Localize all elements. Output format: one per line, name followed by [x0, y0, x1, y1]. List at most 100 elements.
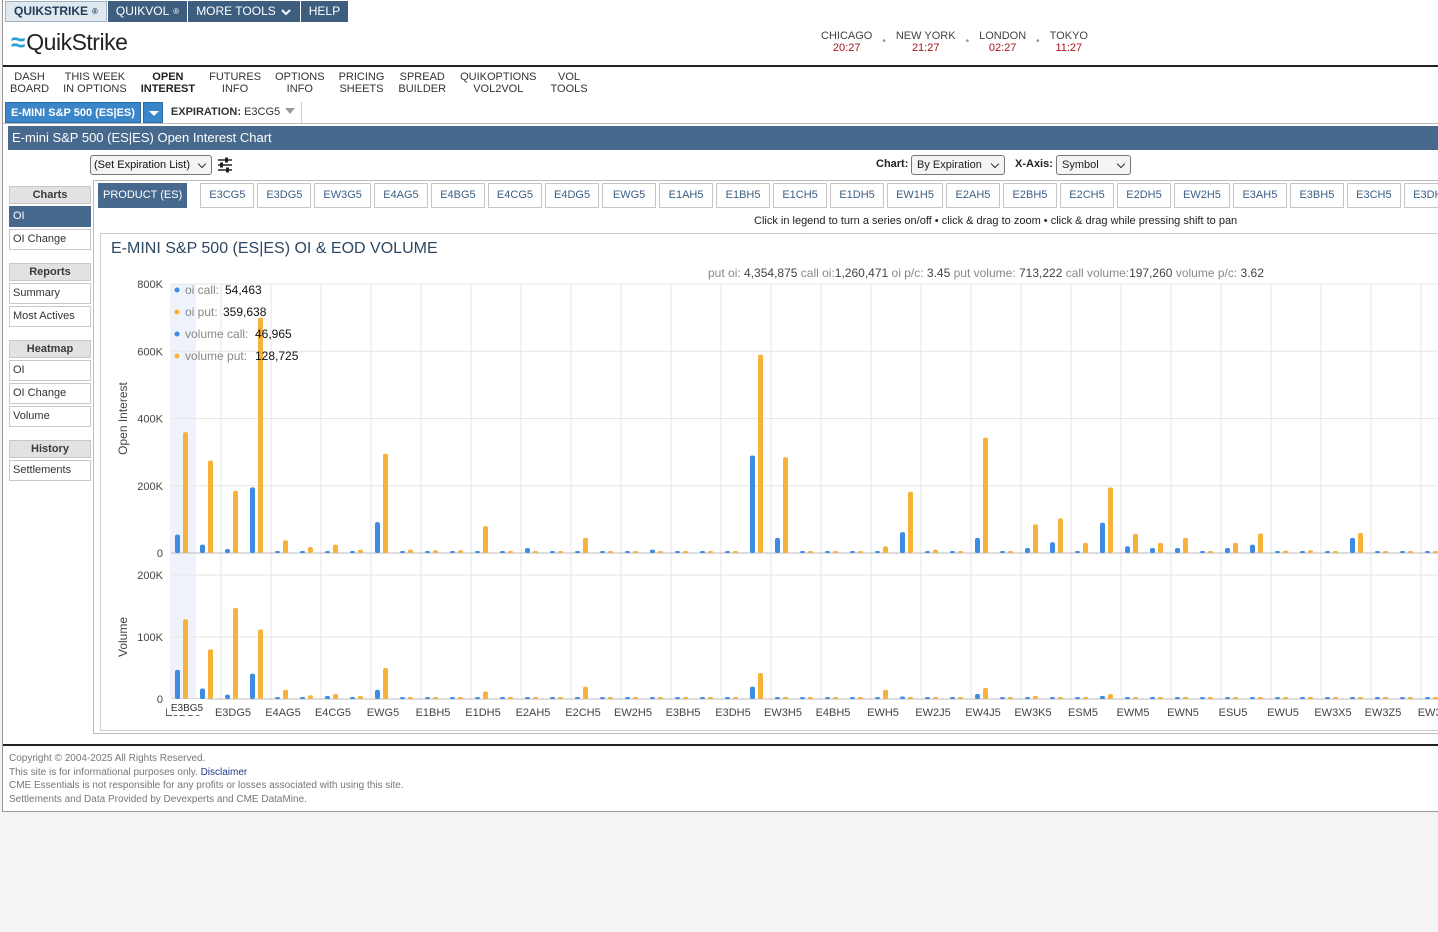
bar-volume-call-E2U5[interactable]	[1375, 697, 1380, 699]
bar-volume-call-EW2H5[interactable]	[625, 697, 630, 699]
bar-volume-put-E1CH5[interactable]	[458, 697, 463, 699]
bar-oi-call-E4CH5[interactable]	[825, 551, 830, 553]
bar-volume-call-EW4J5[interactable]	[1050, 697, 1055, 699]
bar-volume-put-E1DH5[interactable]	[483, 691, 488, 699]
tab-e3cg5[interactable]: E3CG5	[200, 183, 255, 208]
bar-oi-put-E3BH5[interactable]	[683, 551, 688, 553]
bar-volume-call-EWH5[interactable]	[875, 697, 880, 699]
bar-volume-put-E4J5[interactable]	[1033, 695, 1038, 699]
sidebar-item-oi[interactable]: OI	[9, 206, 91, 227]
bar-oi-call-E4AG5[interactable]	[275, 551, 280, 553]
bar-oi-call-E3AH5[interactable]	[650, 549, 655, 553]
sidebar-item-heatmap-oi-change[interactable]: OI Change	[9, 383, 91, 404]
bar-volume-put-EWH5[interactable]	[883, 689, 888, 699]
bar-oi-put-E2BH5[interactable]	[558, 551, 563, 553]
bar-oi-put-E4AH5[interactable]	[783, 457, 788, 553]
tab-ew3g5[interactable]: EW3G5	[314, 183, 371, 208]
bar-volume-call-EW3K5[interactable]	[1100, 695, 1105, 699]
bar-oi-call-E1K5[interactable]	[1075, 551, 1080, 553]
bar-volume-call-E4AG5[interactable]	[275, 697, 280, 699]
bar-oi-put-E3CH5[interactable]	[708, 551, 713, 553]
bar-volume-put-EW4J5[interactable]	[1058, 697, 1063, 699]
bar-volume-put-E3DH5[interactable]	[733, 697, 738, 699]
tab-e3ch5[interactable]: E3CH5	[1346, 183, 1401, 208]
tab-e2ch5[interactable]: E2CH5	[1059, 183, 1114, 208]
sidebar-item-heatmap-oi[interactable]: OI	[9, 360, 91, 381]
topnav-quikvol[interactable]: QUIKVOL ®	[107, 1, 188, 22]
bar-oi-call-E3BG5[interactable]	[175, 534, 180, 553]
bar-oi-call-ESU5[interactable]	[1350, 537, 1355, 553]
bar-oi-put-E3J5[interactable]	[1008, 551, 1013, 553]
bar-volume-call-E2AH5[interactable]	[525, 697, 530, 699]
bar-oi-call-EWG5[interactable]	[375, 522, 380, 553]
tab-e4bg5[interactable]: E4BG5	[430, 183, 485, 208]
bar-volume-put-E2U5[interactable]	[1383, 697, 1388, 699]
bar-volume-call-E3DG5[interactable]	[225, 694, 230, 699]
bar-oi-put-EW4J5[interactable]	[1058, 518, 1063, 553]
bar-oi-call-E1CJ5[interactable]	[950, 551, 955, 553]
bar-volume-put-E3DG5[interactable]	[233, 607, 238, 699]
bar-volume-call-E4AH5[interactable]	[775, 697, 780, 699]
bar-oi-call-E1U5[interactable]	[1325, 551, 1330, 553]
nav-pricing-sheets[interactable]: PRICING SHEETS	[338, 71, 385, 95]
topnav-quikstrike[interactable]: QUIKSTRIKE ®	[5, 1, 107, 22]
bar-oi-put-EW1H5[interactable]	[508, 551, 513, 553]
bar-oi-call-E1M5[interactable]	[1200, 551, 1205, 553]
bar-volume-call-E1U5[interactable]	[1325, 697, 1330, 699]
bar-oi-call-E1AH5[interactable]	[400, 551, 405, 553]
tab-e1bh5[interactable]: E1BH5	[716, 183, 771, 208]
bar-volume-call-ESM5[interactable]	[1175, 697, 1180, 699]
bar-volume-call-E2K5[interactable]	[1125, 697, 1130, 699]
bar-volume-put-EWN5[interactable]	[1308, 697, 1313, 699]
bar-volume-call-E3CG5[interactable]	[200, 688, 205, 699]
bar-oi-put-E3CG5[interactable]	[208, 460, 213, 553]
bar-oi-put-E1X5[interactable]	[1433, 551, 1438, 553]
bar-oi-call-E2U5[interactable]	[1375, 551, 1380, 553]
tab-ewg5[interactable]: EWG5	[602, 183, 657, 208]
bar-oi-put-E2DH5[interactable]	[608, 551, 613, 553]
bar-oi-put-E1AH5[interactable]	[408, 549, 413, 553]
bar-oi-put-E3AH5[interactable]	[658, 551, 663, 553]
bar-oi-put-E4CG5[interactable]	[333, 544, 338, 553]
bar-oi-put-EWU5[interactable]	[1408, 551, 1413, 553]
bar-volume-call-E4J5[interactable]	[1025, 697, 1030, 699]
bar-volume-call-E3J5[interactable]	[1000, 697, 1005, 699]
bar-volume-call-E2DH5[interactable]	[600, 697, 605, 699]
tab-e3dg5[interactable]: E3DG5	[257, 183, 312, 208]
bar-volume-call-E4BG5[interactable]	[300, 697, 305, 699]
bar-oi-put-E1M5[interactable]	[1208, 551, 1213, 553]
bar-oi-call-EW4J5[interactable]	[1050, 542, 1055, 553]
series-volume-call[interactable]	[175, 669, 1430, 699]
bar-oi-call-EWH5[interactable]	[875, 551, 880, 553]
tab-e3ah5[interactable]: E3AH5	[1232, 183, 1287, 208]
bar-volume-put-E2AH5[interactable]	[533, 697, 538, 699]
topnav-help[interactable]: HELP	[300, 1, 349, 22]
bar-volume-call-E1CJ5[interactable]	[950, 697, 955, 699]
bar-oi-put-E3DH5[interactable]	[733, 551, 738, 553]
bar-volume-put-E4CG5[interactable]	[333, 694, 338, 699]
quikstrike-logo[interactable]: ≈ QuikStrike	[11, 27, 128, 58]
sidebar-item-heatmap-volume[interactable]: Volume	[9, 406, 91, 427]
expiration-selector[interactable]: EXPIRATION: E3CG5	[171, 101, 303, 123]
bar-oi-call-E2BH5[interactable]	[550, 551, 555, 553]
bar-volume-call-EW1H5[interactable]	[500, 697, 505, 699]
bar-oi-put-E1U5[interactable]	[1333, 551, 1338, 553]
bar-volume-put-EW3K5[interactable]	[1108, 694, 1113, 699]
bar-oi-call-E3DH5[interactable]	[725, 551, 730, 553]
x-axis-select[interactable]: Symbol	[1056, 155, 1131, 175]
bar-volume-call-E4BH5[interactable]	[800, 697, 805, 699]
bar-volume-put-E4AH5[interactable]	[783, 697, 788, 699]
tab-product-es[interactable]: PRODUCT (ES)	[98, 183, 188, 208]
bar-volume-put-E4BG5[interactable]	[308, 695, 313, 699]
bar-volume-call-EWM5[interactable]	[1225, 697, 1230, 699]
bar-oi-put-E2CH5[interactable]	[583, 537, 588, 553]
bar-oi-put-E4DH5[interactable]	[858, 551, 863, 553]
bar-volume-call-E1BH5[interactable]	[425, 697, 430, 699]
bar-oi-put-E1BH5[interactable]	[433, 550, 438, 553]
bar-oi-put-EWG5[interactable]	[383, 453, 388, 553]
bar-volume-put-E3BG5[interactable]	[183, 619, 188, 699]
tab-ew1h5[interactable]: EW1H5	[887, 183, 943, 208]
bar-oi-call-E3DG5[interactable]	[225, 548, 230, 553]
bar-volume-call-E1BJ5[interactable]	[925, 697, 930, 699]
bar-oi-call-E1X5[interactable]	[1425, 551, 1430, 553]
